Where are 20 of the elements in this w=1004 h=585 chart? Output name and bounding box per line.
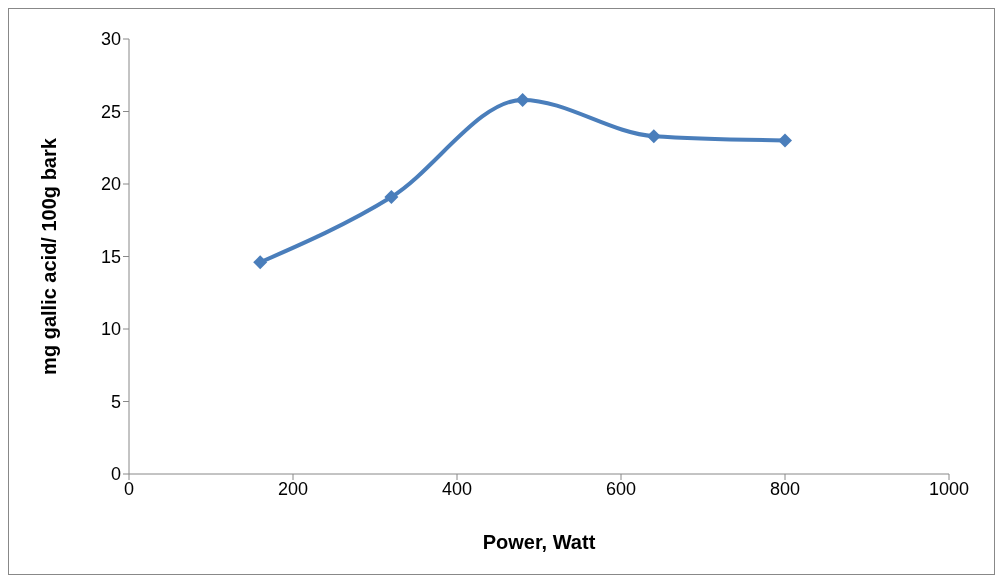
- x-tick-label: 400: [441, 478, 473, 499]
- x-axis-title: Power, Watt: [482, 531, 596, 553]
- point: [778, 133, 792, 148]
- y-tick-label: 30: [100, 29, 121, 50]
- y-tick-label: 25: [100, 101, 121, 122]
- x-tick-label: 600: [605, 478, 637, 499]
- y-axis-title: mg gallic acid/ 100g bark: [38, 137, 61, 375]
- x-tick-label: 200: [277, 478, 309, 499]
- y-tick-label: 10: [100, 319, 121, 340]
- point: [515, 92, 530, 107]
- y-tick-label: 0: [110, 464, 121, 485]
- point: [646, 129, 661, 144]
- y-tick-label: 20: [100, 174, 121, 195]
- x-tick-label: 0: [123, 478, 135, 499]
- point: [384, 190, 399, 205]
- x-tick-label: 800: [769, 478, 801, 499]
- y-tick-label: 15: [100, 246, 121, 267]
- point: [253, 255, 268, 270]
- y-tick-label: 5: [110, 391, 121, 412]
- x-tick-label: 1000: [928, 478, 970, 499]
